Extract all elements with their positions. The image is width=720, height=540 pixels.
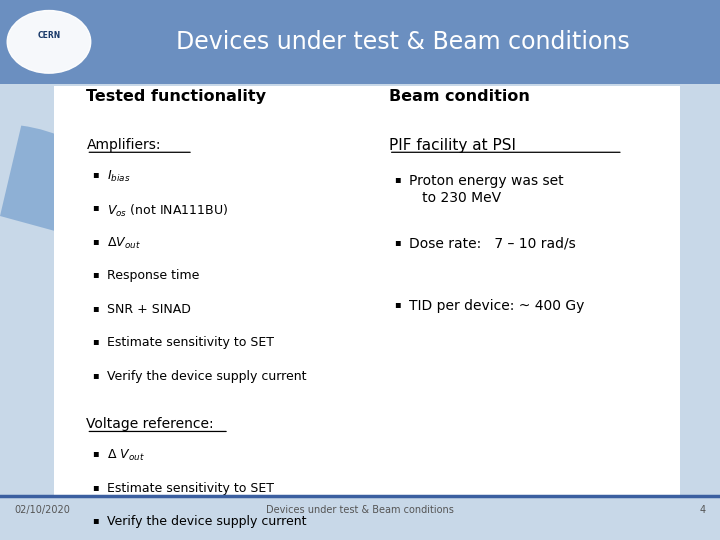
Text: ▪: ▪ bbox=[92, 515, 99, 525]
Text: SNR + SINAD: SNR + SINAD bbox=[107, 303, 190, 316]
Text: $I_{bias}$: $I_{bias}$ bbox=[107, 169, 130, 184]
Text: ▪: ▪ bbox=[395, 299, 401, 309]
Text: 02/10/2020: 02/10/2020 bbox=[14, 505, 71, 516]
Text: Response time: Response time bbox=[107, 269, 199, 282]
Text: Estimate sensitivity to SET: Estimate sensitivity to SET bbox=[107, 482, 274, 495]
Text: ▪: ▪ bbox=[92, 236, 99, 246]
Text: CERN: CERN bbox=[37, 31, 60, 40]
Wedge shape bbox=[0, 126, 122, 247]
FancyBboxPatch shape bbox=[0, 0, 720, 84]
Text: Estimate sensitivity to SET: Estimate sensitivity to SET bbox=[107, 336, 274, 349]
Text: Verify the device supply current: Verify the device supply current bbox=[107, 370, 306, 383]
Text: ▪: ▪ bbox=[92, 202, 99, 213]
Text: Beam condition: Beam condition bbox=[389, 89, 530, 104]
Text: ▪: ▪ bbox=[92, 269, 99, 280]
Text: 4: 4 bbox=[699, 505, 706, 516]
Text: PIF facility at PSI: PIF facility at PSI bbox=[389, 138, 516, 153]
Text: $V_{os}$ (not INA111BU): $V_{os}$ (not INA111BU) bbox=[107, 202, 228, 219]
Text: ▪: ▪ bbox=[395, 174, 401, 185]
Text: ▪: ▪ bbox=[92, 482, 99, 492]
Text: Verify the device supply current: Verify the device supply current bbox=[107, 515, 306, 528]
Text: Amplifiers:: Amplifiers: bbox=[86, 138, 161, 152]
Text: TID per device: ~ 400 Gy: TID per device: ~ 400 Gy bbox=[409, 299, 585, 313]
Text: Proton energy was set
   to 230 MeV: Proton energy was set to 230 MeV bbox=[409, 174, 564, 205]
FancyBboxPatch shape bbox=[54, 86, 680, 497]
Text: ▪: ▪ bbox=[92, 303, 99, 313]
Text: Dose rate:   7 – 10 rad/s: Dose rate: 7 – 10 rad/s bbox=[409, 237, 576, 251]
Text: ▪: ▪ bbox=[92, 448, 99, 458]
Circle shape bbox=[7, 10, 91, 73]
Text: $\Delta\ V_{out}$: $\Delta\ V_{out}$ bbox=[107, 448, 144, 463]
Text: ▪: ▪ bbox=[92, 370, 99, 380]
Text: ▪: ▪ bbox=[92, 169, 99, 179]
Text: Devices under test & Beam conditions: Devices under test & Beam conditions bbox=[176, 30, 630, 54]
Text: ▪: ▪ bbox=[395, 237, 401, 247]
Text: Voltage reference:: Voltage reference: bbox=[86, 417, 214, 431]
Text: Devices under test & Beam conditions: Devices under test & Beam conditions bbox=[266, 505, 454, 516]
Text: Tested functionality: Tested functionality bbox=[86, 89, 266, 104]
Text: $\Delta V_{out}$: $\Delta V_{out}$ bbox=[107, 236, 140, 251]
Text: ▪: ▪ bbox=[92, 336, 99, 347]
